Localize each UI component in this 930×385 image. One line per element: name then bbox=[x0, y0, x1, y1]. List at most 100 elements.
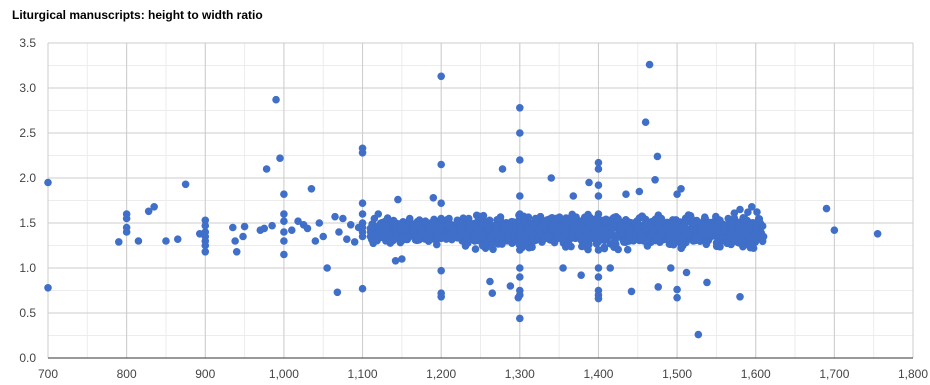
data-point bbox=[637, 232, 646, 241]
data-point bbox=[401, 223, 410, 232]
data-point bbox=[358, 232, 367, 241]
data-point bbox=[453, 234, 462, 242]
data-point bbox=[401, 234, 410, 242]
data-point bbox=[392, 234, 400, 243]
data-point bbox=[594, 192, 603, 200]
data-point bbox=[559, 264, 567, 272]
data-point bbox=[449, 226, 457, 234]
data-point bbox=[437, 72, 445, 81]
data-point bbox=[720, 222, 729, 231]
data-point bbox=[568, 234, 577, 242]
data-point bbox=[268, 221, 276, 230]
data-point bbox=[739, 242, 747, 251]
data-point bbox=[394, 195, 402, 204]
data-point bbox=[547, 225, 556, 233]
data-point bbox=[622, 190, 630, 198]
data-point bbox=[358, 149, 367, 157]
data-point bbox=[716, 228, 725, 236]
data-point bbox=[260, 224, 269, 233]
data-point bbox=[734, 218, 743, 227]
data-point bbox=[582, 226, 591, 234]
data-point bbox=[472, 226, 481, 234]
data-point bbox=[516, 129, 524, 137]
data-point bbox=[431, 219, 439, 227]
data-point bbox=[528, 243, 536, 251]
data-point bbox=[594, 264, 603, 272]
data-point bbox=[150, 203, 158, 211]
data-point bbox=[201, 248, 210, 256]
data-point bbox=[498, 165, 507, 173]
data-point bbox=[346, 221, 355, 229]
data-point bbox=[331, 212, 339, 221]
x-tick-label: 1,000 bbox=[269, 367, 299, 381]
data-point bbox=[673, 285, 681, 294]
data-point bbox=[744, 208, 752, 216]
data-point bbox=[374, 210, 383, 218]
x-tick-label: 1,200 bbox=[426, 367, 456, 381]
data-point bbox=[675, 233, 684, 241]
data-point bbox=[201, 241, 210, 250]
data-point bbox=[333, 288, 342, 297]
data-point bbox=[272, 95, 280, 104]
data-point bbox=[201, 216, 210, 225]
data-point bbox=[594, 237, 603, 245]
data-point bbox=[425, 222, 434, 231]
data-point bbox=[303, 224, 312, 233]
data-point bbox=[294, 217, 302, 225]
data-point bbox=[162, 237, 170, 245]
data-point bbox=[830, 226, 839, 234]
data-point bbox=[437, 214, 445, 223]
data-point bbox=[315, 219, 324, 227]
data-point bbox=[470, 237, 479, 245]
data-point bbox=[740, 223, 748, 232]
data-point bbox=[437, 266, 445, 275]
data-point bbox=[496, 214, 504, 223]
data-point bbox=[687, 214, 695, 222]
data-point bbox=[539, 221, 548, 229]
data-point bbox=[822, 204, 831, 213]
data-point bbox=[396, 225, 404, 233]
data-point bbox=[729, 236, 737, 245]
data-point bbox=[712, 219, 721, 227]
data-point bbox=[623, 245, 632, 254]
data-point bbox=[421, 217, 430, 225]
data-point bbox=[479, 211, 488, 220]
x-tick-label: 1,800 bbox=[898, 367, 928, 381]
x-tick-label: 1,300 bbox=[505, 367, 535, 381]
data-point bbox=[692, 219, 701, 227]
data-point bbox=[614, 214, 622, 223]
data-point bbox=[122, 214, 131, 223]
data-point bbox=[44, 178, 52, 187]
data-point bbox=[358, 199, 367, 207]
data-point bbox=[350, 238, 359, 246]
data-point bbox=[468, 221, 477, 229]
data-point bbox=[653, 152, 662, 161]
data-point bbox=[700, 221, 709, 229]
data-point bbox=[415, 236, 423, 244]
y-tick-label: 2.0 bbox=[19, 171, 36, 185]
x-tick-label: 700 bbox=[38, 367, 58, 381]
data-point bbox=[535, 226, 544, 234]
chart-title: Liturgical manuscripts: height to width … bbox=[12, 8, 263, 22]
data-point bbox=[759, 232, 768, 241]
data-point bbox=[459, 214, 468, 222]
data-point bbox=[644, 219, 652, 227]
data-point bbox=[429, 194, 438, 202]
data-point bbox=[743, 216, 751, 225]
data-point bbox=[311, 237, 320, 245]
data-point bbox=[307, 185, 316, 193]
x-tick-label: 1,400 bbox=[583, 367, 613, 381]
data-point bbox=[476, 232, 485, 241]
data-point bbox=[484, 223, 493, 232]
data-point bbox=[240, 222, 249, 231]
data-point bbox=[437, 160, 445, 169]
data-point bbox=[478, 241, 487, 250]
x-tick-label: 800 bbox=[117, 367, 137, 381]
data-point bbox=[614, 245, 622, 254]
data-point bbox=[201, 221, 210, 230]
data-point bbox=[486, 277, 494, 286]
data-point bbox=[594, 165, 603, 173]
data-point bbox=[276, 154, 284, 162]
data-point bbox=[581, 242, 590, 251]
